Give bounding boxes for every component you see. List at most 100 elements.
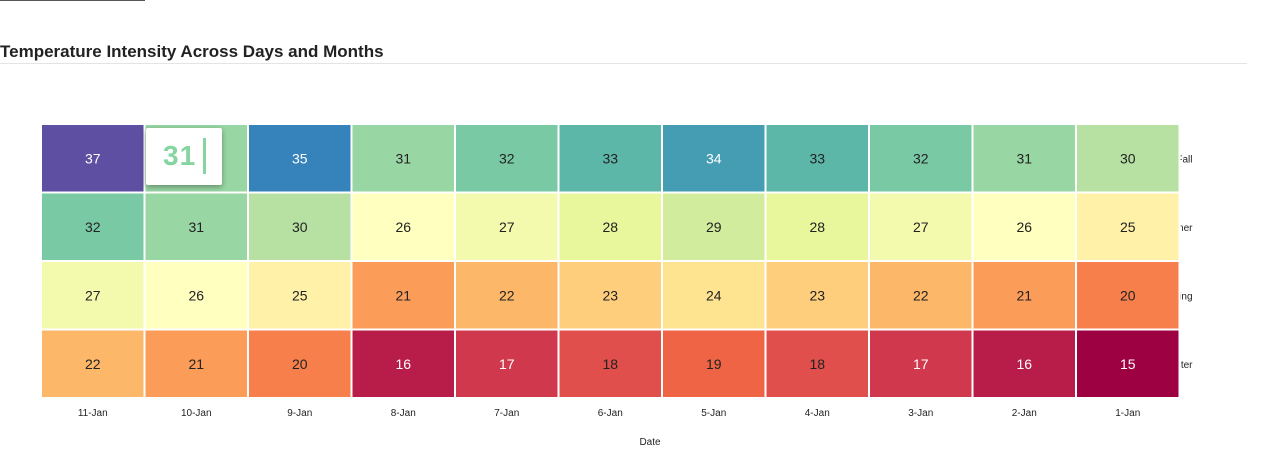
heatmap-cell[interactable]	[559, 262, 662, 329]
row-label: Summer	[1155, 223, 1193, 234]
x-tick-label: 8-Jan	[391, 408, 416, 419]
heatmap-cell[interactable]	[663, 125, 765, 192]
cell-value-label: 30	[292, 219, 308, 235]
row-label: Spring	[1164, 291, 1193, 302]
cell-value-label: 26	[188, 287, 204, 303]
x-tick-label: 6-Jan	[598, 408, 623, 419]
cell-value-label: 17	[499, 356, 515, 372]
row-label: Fall	[1176, 154, 1192, 165]
row-label: Winter	[1164, 360, 1194, 371]
heatmap-cell[interactable]	[1077, 125, 1179, 192]
cell-value-label: 20	[1120, 287, 1136, 303]
cell-value-label: 22	[913, 287, 929, 303]
heatmap-cell[interactable]	[42, 330, 144, 398]
cell-value-label: 27	[499, 219, 515, 235]
heatmap-cell[interactable]	[559, 330, 662, 398]
heatmap-cell[interactable]	[766, 125, 869, 192]
title-divider	[0, 63, 1247, 64]
x-tick-label: 1-Jan	[1115, 408, 1140, 419]
heatmap-cell[interactable]	[352, 330, 455, 398]
cell-value-label: 21	[395, 287, 411, 303]
heatmap-cell[interactable]	[42, 262, 144, 329]
heatmap-cell[interactable]	[249, 330, 351, 398]
cell-value-label: 27	[85, 287, 101, 303]
cell-value-label: 26	[1016, 219, 1032, 235]
heatmap-cell[interactable]	[1077, 193, 1179, 261]
x-axis-ticks: 11-Jan 10-Jan 9-Jan 8-Jan 7-Jan 6-Jan 5-Jan 4-J…	[78, 408, 1140, 419]
heatmap-cell[interactable]	[870, 125, 972, 192]
heatmap-cell[interactable]	[973, 125, 1076, 192]
cell-value-label: 16	[1016, 356, 1032, 372]
heatmap-cell[interactable]	[870, 262, 972, 329]
tooltip-value: 31	[163, 140, 197, 171]
heatmap-cell[interactable]	[766, 262, 869, 329]
cell-value-label: 26	[395, 219, 411, 235]
x-tick-label: 4-Jan	[805, 408, 830, 419]
heatmap-cell[interactable]	[456, 330, 558, 398]
heatmap-cell[interactable]	[456, 193, 558, 261]
cell-value-label: 32	[499, 150, 515, 166]
heatmap-cell[interactable]	[145, 193, 248, 261]
x-tick-label: 7-Jan	[494, 408, 519, 419]
heatmap-cell[interactable]	[559, 193, 662, 261]
heatmap-cell[interactable]	[1077, 330, 1179, 398]
cell-value-label: 22	[85, 356, 101, 372]
cell-value-label: 19	[706, 356, 722, 372]
cell-value-label: 18	[809, 356, 825, 372]
cell-value-label: 25	[292, 287, 308, 303]
cell-value-label: 23	[602, 287, 618, 303]
cell-value-label: 28	[602, 219, 618, 235]
heatmap-cell[interactable]	[1077, 262, 1179, 329]
heatmap-cell[interactable]	[870, 330, 972, 398]
cell-value-label: 31	[395, 150, 411, 166]
heatmap-cell[interactable]	[456, 262, 558, 329]
heatmap-cell[interactable]	[663, 330, 765, 398]
heatmap-cell[interactable]	[973, 262, 1076, 329]
heatmap-cell[interactable]	[663, 262, 765, 329]
heatmap-cell[interactable]	[973, 193, 1076, 261]
heatmap-cell[interactable]	[42, 193, 144, 261]
text-cursor	[203, 138, 206, 174]
cell-value-label: 27	[913, 219, 929, 235]
cell-value-label: 34	[706, 150, 722, 166]
heatmap-cell[interactable]	[663, 193, 765, 261]
chart-title: Temperature Intensity Across Days and Mo…	[0, 42, 384, 61]
cell-value-label: 20	[292, 356, 308, 372]
heatmap-cell[interactable]	[870, 193, 972, 261]
cell-value-label: 21	[1016, 287, 1032, 303]
heatmap-cell[interactable]	[456, 125, 558, 192]
cell-value-label: 24	[706, 287, 722, 303]
heatmap-cell[interactable]	[352, 193, 455, 261]
cell-value-label: 17	[913, 356, 929, 372]
cell-value-label: 32	[85, 219, 101, 235]
heatmap-cell[interactable]	[145, 330, 248, 398]
cell-value-label: 32	[913, 150, 929, 166]
heatmap-cell[interactable]	[249, 262, 351, 329]
heatmap-cell[interactable]	[352, 262, 455, 329]
heatmap-cell[interactable]	[559, 125, 662, 192]
x-tick-label: 11-Jan	[78, 408, 108, 419]
cell-value-label: 33	[602, 150, 618, 166]
heatmap-cell[interactable]	[766, 330, 869, 398]
heatmap-cell[interactable]	[249, 125, 351, 192]
heatmap-cell[interactable]	[766, 193, 869, 261]
x-tick-label: 3-Jan	[908, 408, 933, 419]
heatmap-cell[interactable]	[352, 125, 455, 192]
hover-tooltip: 31	[146, 128, 222, 185]
heatmap-cell[interactable]	[973, 330, 1076, 398]
cell-value-label: 30	[1120, 150, 1136, 166]
cell-value-label: 35	[292, 150, 308, 166]
heatmap-cell[interactable]	[42, 125, 144, 192]
cell-value-label: 33	[809, 150, 825, 166]
heatmap-cells: 37 31 35 31 32 33 34 33 32 31 30 32 31 30 26 27 28 29 28 27…	[42, 125, 1179, 397]
cell-value-label: 16	[395, 356, 411, 372]
top-divider	[0, 0, 145, 1]
cell-value-label: 21	[188, 356, 204, 372]
cell-value-label: 31	[188, 219, 204, 235]
cell-value-label: 23	[809, 287, 825, 303]
x-tick-label: 5-Jan	[701, 408, 726, 419]
heatmap-cell[interactable]	[249, 193, 351, 261]
heatmap-cell[interactable]	[145, 262, 248, 329]
cell-value-label: 31	[1016, 150, 1032, 166]
cell-value-label: 22	[499, 287, 515, 303]
